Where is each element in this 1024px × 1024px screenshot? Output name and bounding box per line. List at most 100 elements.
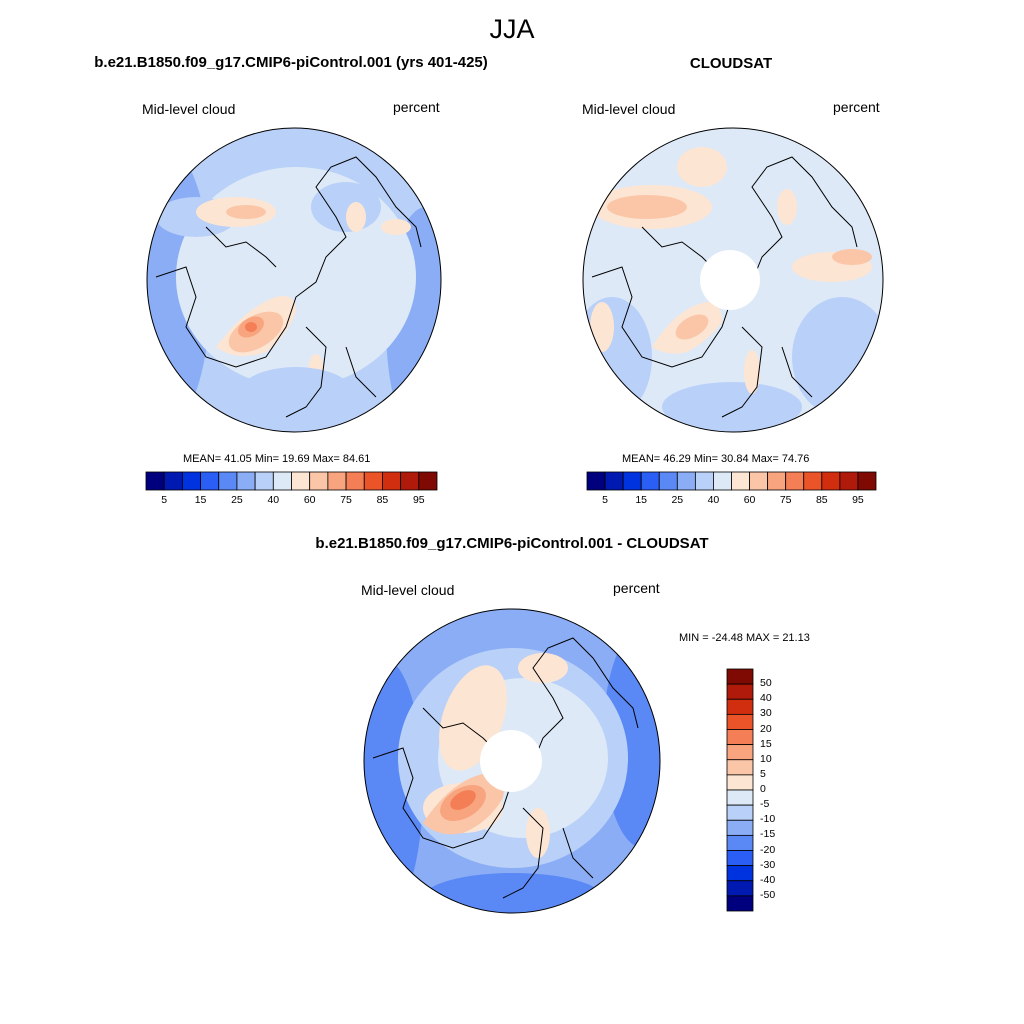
colorbar-swatch	[694, 471, 714, 491]
colorbar-tick-label: 25	[231, 494, 243, 506]
colorbar-tick-label: 40	[267, 494, 280, 506]
panel-model-colorbar-ticks: 5 15 25 40 60 75 85 95	[146, 494, 437, 508]
panel-model-colorbar	[145, 471, 438, 491]
colorbar-swatch	[382, 471, 402, 491]
colorbar-tick-label: 5	[161, 494, 168, 506]
colorbar-swatch	[785, 471, 805, 491]
panel-obs-title: CLOUDSAT	[689, 55, 773, 72]
panel-obs-stats: MEAN= 46.29 Min= 30.84 Max= 74.76	[622, 453, 810, 465]
colorbar-swatch	[726, 744, 754, 761]
colorbar-swatch	[726, 774, 754, 791]
colorbar-tick-label: -5	[760, 798, 770, 811]
colorbar-swatch	[418, 471, 438, 491]
colorbar-tick-label: 0	[760, 783, 766, 795]
colorbar-swatch	[726, 729, 754, 746]
colorbar-swatch	[726, 668, 754, 685]
colorbar-swatch	[363, 471, 383, 491]
colorbar-swatch	[181, 471, 201, 491]
colorbar-swatch	[327, 471, 347, 491]
colorbar-swatch	[658, 471, 678, 491]
colorbar-swatch	[400, 471, 420, 491]
colorbar-swatch	[713, 471, 732, 491]
colorbar-swatch	[726, 698, 754, 715]
panel-obs-units-label: percent	[833, 99, 880, 115]
colorbar-tick-label: 20	[760, 722, 772, 735]
colorbar-tick-label: 15	[194, 494, 207, 506]
panel-model-units-label: percent	[393, 99, 440, 115]
colorbar-tick-label: 10	[760, 752, 772, 765]
colorbar-tick-label: 5	[602, 494, 608, 506]
colorbar-swatch	[749, 471, 769, 491]
colorbar-tick-label: 15	[760, 737, 772, 750]
colorbar-swatch	[254, 471, 274, 491]
colorbar-swatch	[726, 789, 754, 806]
colorbar-swatch	[309, 471, 329, 491]
colorbar-tick-label: 60	[303, 494, 316, 506]
colorbar-tick-label: -30	[760, 858, 776, 871]
colorbar-swatch	[145, 471, 165, 491]
colorbar-swatch	[726, 865, 754, 882]
colorbar-swatch	[726, 804, 754, 821]
colorbar-tick-label: 75	[779, 494, 792, 506]
colorbar-swatch	[821, 471, 841, 491]
colorbar-tick-label: 60	[743, 494, 756, 506]
colorbar-swatch	[586, 471, 606, 491]
colorbar-swatch	[731, 471, 750, 491]
colorbar-swatch	[839, 471, 859, 491]
colorbar-swatch	[857, 471, 877, 491]
colorbar-tick-label: 95	[412, 494, 425, 506]
colorbar-tick-label: 5	[760, 767, 766, 780]
colorbar-swatch	[726, 834, 754, 851]
colorbar-swatch	[200, 471, 220, 491]
colorbar-swatch	[345, 471, 365, 491]
colorbar-swatch	[726, 683, 754, 700]
colorbar-swatch	[640, 471, 660, 491]
colorbar-tick-label: 40	[760, 692, 772, 705]
colorbar-tick-label: 15	[635, 494, 648, 506]
colorbar-tick-label: -10	[760, 813, 776, 826]
colorbar-tick-label: -50	[760, 888, 776, 901]
colorbar-swatch	[803, 471, 823, 491]
panel-diff-title: b.e21.B1850.f09_g17.CMIP6-piControl.001 …	[315, 535, 709, 552]
panel-diff-stats: MIN = -24.48 MAX = 21.13	[679, 632, 810, 644]
colorbar-tick-label: -40	[760, 873, 776, 886]
colorbar-swatch	[622, 471, 642, 491]
colorbar-tick-label: -20	[760, 843, 776, 856]
colorbar-tick-label: 30	[760, 707, 772, 720]
colorbar-swatch	[291, 471, 311, 491]
panel-model-map	[146, 127, 442, 433]
figure-title: JJA	[489, 14, 535, 44]
panel-diff-variable-label: Mid-level cloud	[361, 582, 455, 598]
panel-obs-colorbar-ticks: 5 15 25 40 60 75 85 95	[587, 494, 876, 508]
panel-obs-map	[582, 127, 884, 433]
colorbar-swatch	[726, 713, 754, 730]
colorbar-tick-label: 75	[340, 494, 352, 506]
colorbar-swatch	[604, 471, 624, 491]
colorbar-swatch	[163, 471, 183, 491]
colorbar-swatch	[726, 850, 754, 867]
panel-diff-colorbar-ticks: 50 40 30 20 15 10 5 0 -5 -10 -15 -20 -30 -40 -50	[760, 669, 800, 911]
panel-model-variable-label: Mid-level cloud	[142, 101, 236, 117]
colorbar-tick-label: 95	[852, 494, 864, 506]
colorbar-swatch	[218, 471, 238, 491]
colorbar-swatch	[767, 471, 787, 491]
colorbar-tick-label: 40	[707, 494, 720, 506]
colorbar-tick-label: 85	[376, 494, 389, 506]
colorbar-swatch	[726, 880, 754, 897]
colorbar-tick-label: -15	[760, 828, 776, 841]
colorbar-tick-label: 25	[671, 494, 684, 506]
colorbar-swatch	[726, 819, 754, 836]
colorbar-tick-label: 85	[815, 494, 828, 506]
colorbar-swatch	[676, 471, 696, 491]
colorbar-swatch	[726, 759, 754, 776]
panel-diff-map	[363, 608, 661, 914]
panel-model-stats: MEAN= 41.05 Min= 19.69 Max= 84.61	[183, 453, 371, 465]
colorbar-swatch	[272, 471, 292, 491]
panel-model-title: b.e21.B1850.f09_g17.CMIP6-piControl.001 …	[94, 54, 488, 71]
panel-diff-colorbar	[726, 668, 754, 912]
colorbar-swatch	[726, 895, 754, 912]
panel-obs-variable-label: Mid-level cloud	[582, 101, 676, 117]
colorbar-tick-label: 50	[760, 677, 772, 690]
panel-obs-colorbar	[586, 471, 877, 491]
colorbar-swatch	[236, 471, 256, 491]
